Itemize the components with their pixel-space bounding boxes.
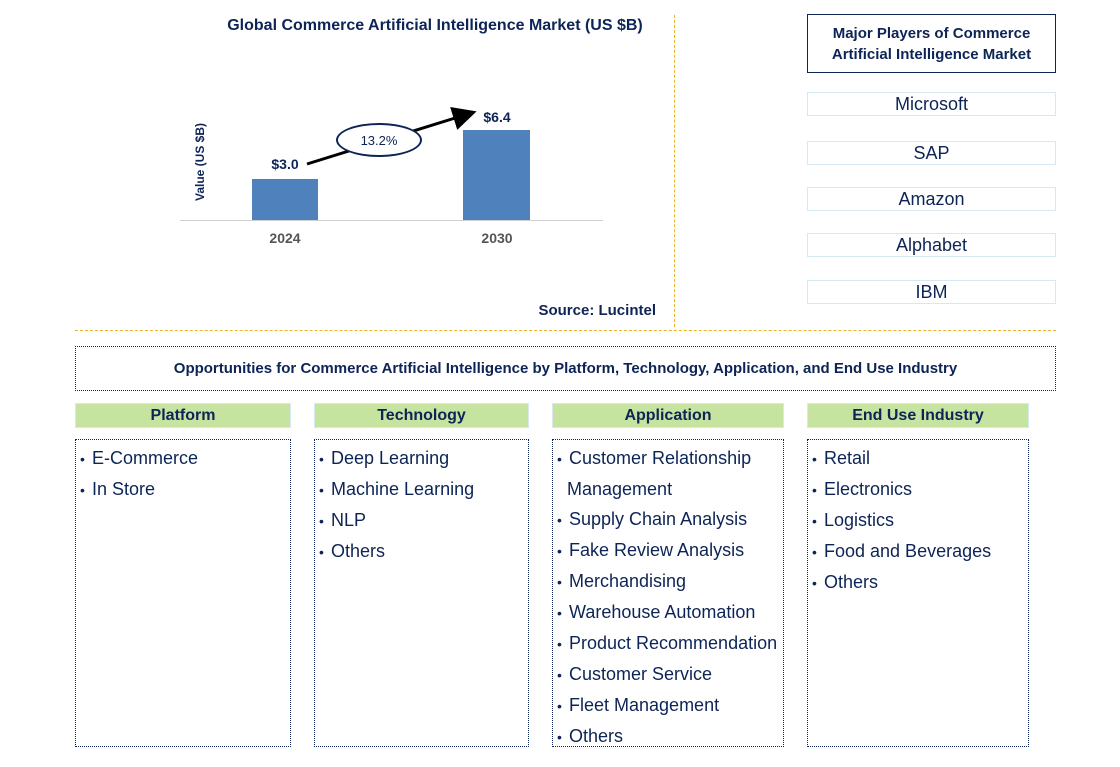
list-item: • NLP [319, 505, 528, 536]
category-list-technology: • Deep Learning • Machine Learning • NLP • O… [314, 439, 529, 747]
bullet-icon: • [557, 667, 562, 683]
list-item: • Retail [812, 443, 1028, 474]
bullet-icon: • [80, 451, 85, 467]
list-item: • Others [557, 721, 783, 746]
list-item: • E-Commerce [80, 443, 290, 474]
bullet-icon: • [557, 512, 562, 528]
players-title: Major Players of Commerce Artificial Int… [807, 14, 1056, 73]
x-tick-2030: 2030 [481, 230, 513, 246]
bullet-icon: • [557, 729, 562, 745]
list-item: • Supply Chain Analysis [557, 504, 783, 535]
x-axis-line [180, 220, 603, 221]
bullet-icon: • [557, 543, 562, 559]
bar-value-2024: $3.0 [271, 156, 299, 172]
category-header-application: Application [552, 403, 784, 428]
player-amazon: Amazon [807, 187, 1056, 211]
bullet-icon: • [319, 513, 324, 529]
list-item: • Food and Beverages [812, 536, 1028, 567]
bar-2030 [463, 130, 530, 220]
list-item: • Customer Relationship [557, 443, 783, 474]
bullet-icon: • [812, 544, 817, 560]
player-microsoft: Microsoft [807, 92, 1056, 116]
bullet-icon: • [812, 451, 817, 467]
bullet-icon: • [557, 451, 562, 467]
bullet-icon: • [557, 636, 562, 652]
player-sap: SAP [807, 141, 1056, 165]
bullet-icon: • [812, 482, 817, 498]
list-item: • Fleet Management [557, 690, 783, 721]
bullet-icon: • [557, 698, 562, 714]
bullet-icon: • [319, 482, 324, 498]
bullet-icon: • [557, 574, 562, 590]
opportunities-title: Opportunities for Commerce Artificial In… [75, 346, 1056, 391]
cagr-badge: 13.2% [336, 123, 422, 157]
list-item: • Electronics [812, 474, 1028, 505]
category-list-end-use-industry: • Retail • Electronics • Logistics • Food an… [807, 439, 1029, 747]
list-item: • Customer Service [557, 659, 783, 690]
bar-value-2030: $6.4 [483, 109, 511, 125]
x-tick-2024: 2024 [269, 230, 301, 246]
chart-title: Global Commerce Artificial Intelligence … [227, 17, 643, 34]
player-alphabet: Alphabet [807, 233, 1056, 257]
bullet-icon: • [812, 513, 817, 529]
category-header-technology: Technology [314, 403, 529, 428]
category-list-platform: • E-Commerce • In Store [75, 439, 291, 747]
source-label: Source: Lucintel [538, 302, 656, 319]
bullet-icon: • [557, 605, 562, 621]
list-item-continuation: Management [567, 479, 673, 499]
list-item: • Others [319, 536, 528, 567]
bullet-icon: • [80, 482, 85, 498]
bullet-icon: • [319, 544, 324, 560]
category-list-application: • Customer Relationship Management • Suppl… [552, 439, 784, 747]
bar-2024 [252, 179, 318, 220]
list-item: • Merchandising [557, 566, 783, 597]
bullet-icon: • [319, 451, 324, 467]
list-item: • In Store [80, 474, 290, 505]
category-header-platform: Platform [75, 403, 291, 428]
bullet-icon: • [812, 575, 817, 591]
list-item: • Others [812, 567, 1028, 598]
player-ibm: IBM [807, 280, 1056, 304]
list-item: • Deep Learning [319, 443, 528, 474]
list-item: • Warehouse Automation [557, 597, 783, 628]
list-item: • Fake Review Analysis [557, 535, 783, 566]
list-item: • Product Recommendation [557, 628, 783, 659]
vertical-divider [674, 15, 675, 327]
y-axis-label: Value (US $B) [193, 122, 207, 202]
list-item: • Machine Learning [319, 474, 528, 505]
list-item: • Logistics [812, 505, 1028, 536]
horizontal-divider [75, 330, 1056, 331]
category-header-end-use-industry: End Use Industry [807, 403, 1029, 428]
